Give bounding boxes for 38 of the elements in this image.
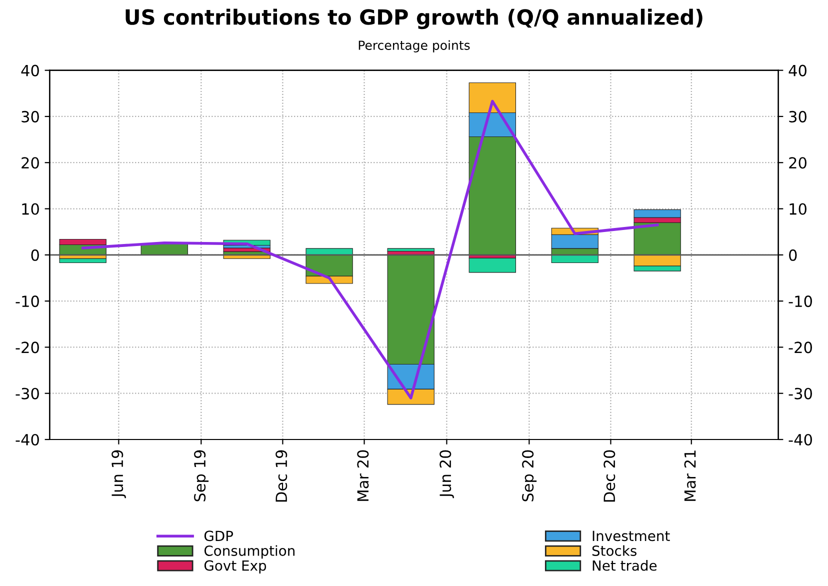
bar [387,248,434,252]
legend-label: Govt Exp [204,560,266,574]
x-tick-label: Jun 19 [112,450,126,498]
y-tick-label: -30 [16,388,39,400]
legend-label: GDP [204,530,234,542]
chart-title: US contributions to GDP growth (Q/Q annualized) [126,8,702,30]
y-tick-label: -10 [16,296,39,308]
x-tick-label: Sep 20 [522,450,537,502]
y2-tick-label: 20 [789,157,806,169]
legend-label: Net trade [592,560,657,571]
y2-tick-label: 40 [788,64,806,76]
y-tick-label: 40 [21,64,39,76]
bar [468,258,516,273]
y2-tick-label: -10 [788,296,812,308]
y2-tick-label: -40 [788,434,812,446]
x-tick-label: Dec 20 [604,450,616,502]
bar [59,258,106,264]
y2-tick-label: -30 [788,388,812,400]
legend-label: Stocks [592,545,636,556]
x-tick-label: Mar 21 [684,450,696,501]
y-tick-label: 10 [22,203,39,215]
x-tick-label: Sep 19 [194,450,209,502]
y2-tick-label: -20 [788,342,812,354]
y2-tick-label: 30 [789,110,806,122]
y-tick-label: 20 [22,157,39,169]
y-tick-label: -20 [16,342,39,354]
y2-tick-label: 0 [789,249,797,261]
y2-tick-label: 10 [790,203,806,215]
chart-subtitle: Percentage points [358,40,470,52]
y-tick-label: 0 [31,249,39,261]
legend-label: Investment [592,530,670,542]
y-tick-label: 30 [22,110,39,122]
x-tick-label: Mar 20 [357,450,369,501]
y-tick-label: -40 [16,434,39,446]
line-series [81,100,659,400]
legend-label: Consumption [204,545,294,559]
x-tick-label: Dec 19 [276,450,288,502]
x-tick-label: Jun 20 [440,450,454,498]
